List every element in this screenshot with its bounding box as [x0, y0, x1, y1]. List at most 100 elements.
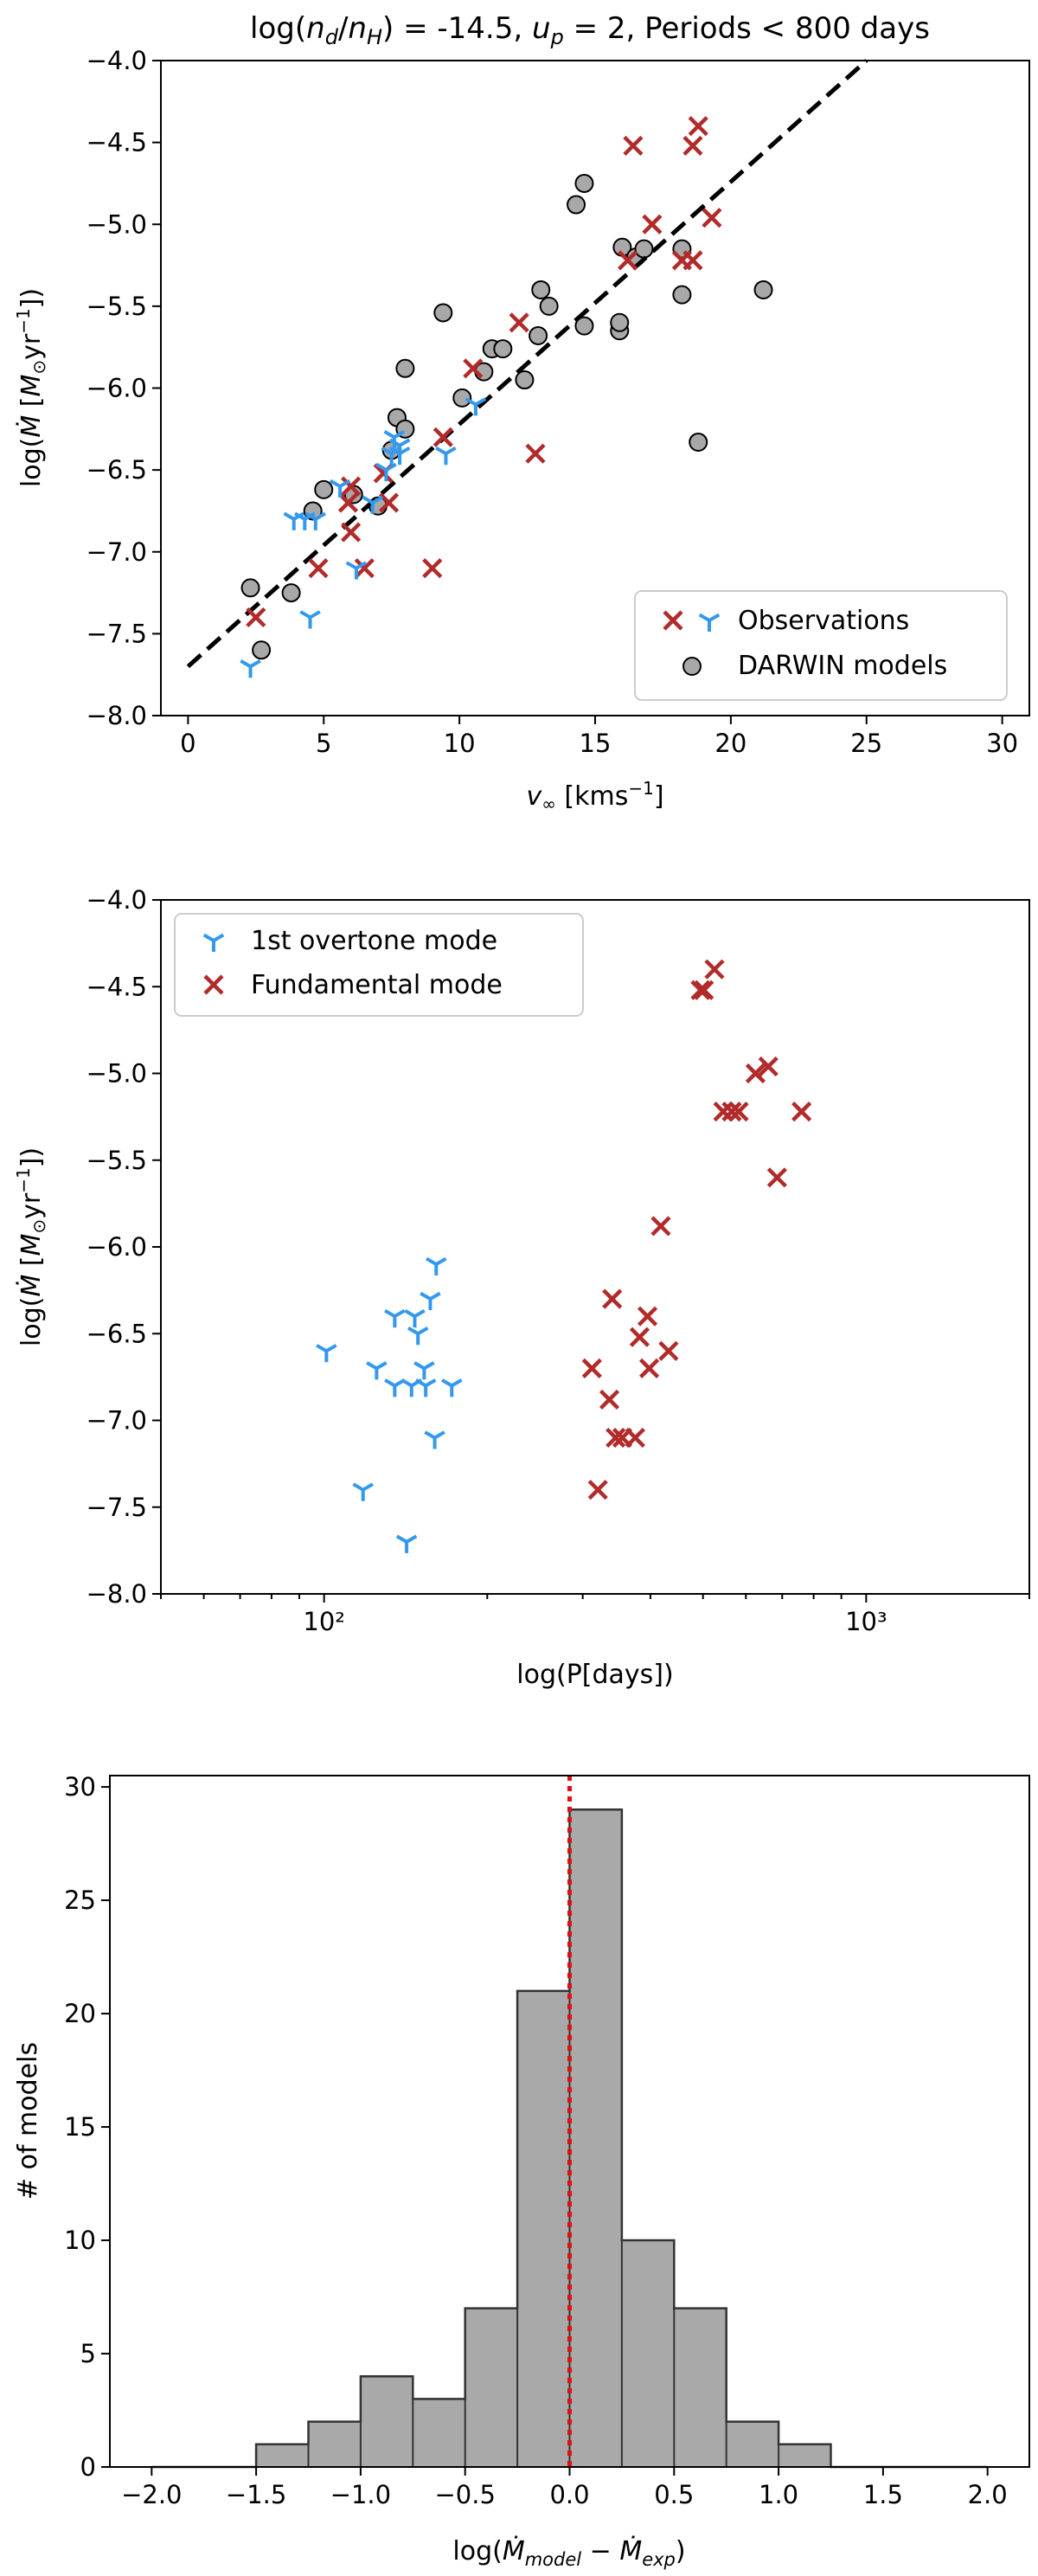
overtone-mode-point [414, 1378, 437, 1397]
overtone-mode-point [424, 1430, 445, 1449]
observation-fundamental-point [463, 358, 484, 379]
darwin-model-point [281, 583, 301, 603]
darwin-model-point [531, 279, 551, 299]
y-tick-label: −5.0 [86, 209, 147, 239]
observation-fundamental-point [682, 250, 703, 271]
panel-residual-histogram: −2.0 −1.5 −1.0 −0.5 0.0 0.5 1.0 1.5 2.0 0 5 10 15 20 2… [13, 1772, 1030, 2570]
axis-ticks: 0 5 10 15 20 25 30 −8.0 −7.5 −7.0 −6.5 −6.0 −5.5 −5.0… [86, 46, 1019, 758]
x-tick-label: 15 [580, 729, 612, 758]
histogram-bar [465, 2308, 518, 2467]
observation-fundamental-point [682, 135, 703, 157]
observation-fundamental-point [337, 492, 359, 513]
fundamental-mode-point [704, 959, 725, 980]
darwin-model-point [753, 279, 773, 299]
legend: 1st overtone mode Fundamental mode [174, 913, 584, 1017]
darwin-model-point [634, 239, 654, 259]
legend-circle-marker [682, 657, 702, 676]
y-tick-label: −7.5 [86, 1493, 147, 1522]
data-marks [316, 959, 812, 1553]
observation-fundamental-point [688, 116, 708, 137]
x-tick-label: 10² [303, 1607, 345, 1636]
fundamental-mode-point [581, 1358, 602, 1378]
x-axis-label: log(P[days]) [516, 1660, 673, 1690]
observation-overtone-point [299, 610, 321, 629]
fundamental-mode-point [690, 980, 711, 1000]
panel-mdot-vs-period: 10² 10³ −8.0 −7.5 −7.0 −6.5 −6.0 −5.5 −5.0 −4.5 −4… [13, 885, 1030, 1690]
fundamental-mode-point [587, 1480, 608, 1500]
darwin-model-point [672, 285, 692, 305]
y-axis-label: log(Ṁ [M⊙yr−1]) [13, 288, 49, 487]
overtone-mode-point [316, 1344, 337, 1363]
darwin-model-point [610, 312, 630, 332]
x-tick-label: 30 [986, 729, 1018, 758]
legend-x-marker [663, 610, 683, 631]
legend-tri-marker [698, 613, 721, 632]
fit-line [186, 59, 868, 669]
darwin-model-point [452, 388, 472, 408]
observation-fundamental-point [509, 312, 529, 333]
y-tick-label: −4.0 [86, 885, 147, 915]
y-tick-label: 15 [64, 2112, 96, 2142]
y-tick-label: −4.0 [86, 46, 147, 75]
observation-fundamental-point [308, 558, 329, 579]
panel-mdot-vs-vinf: log(nd/nH) = -14.5, up = 2, Periods < 80… [13, 11, 1030, 814]
fundamental-mode-point [721, 1102, 742, 1122]
axis-ticks: −2.0 −1.5 −1.0 −0.5 0.0 0.5 1.0 1.5 2.0 0 5 10 15 20 2… [64, 1772, 1008, 2509]
y-tick-label: −5.0 [86, 1059, 147, 1089]
y-tick-label: 20 [64, 1999, 96, 2028]
observation-overtone-point [375, 462, 397, 482]
x-tick-label: 1.5 [863, 2480, 903, 2509]
fundamental-mode-point [606, 1427, 626, 1449]
x-tick-label: 20 [714, 729, 746, 758]
x-tick-label: −1.0 [330, 2480, 391, 2509]
darwin-model-point [574, 316, 594, 336]
legend-symbol-observations [663, 610, 721, 632]
y-tick-label: 5 [80, 2339, 96, 2368]
y-tick-label: −8.0 [86, 701, 147, 730]
y-tick-label: −5.5 [86, 1146, 147, 1175]
fundamental-mode-point [637, 1306, 658, 1327]
fundamental-mode-point [713, 1102, 734, 1122]
observation-overtone-point [362, 495, 383, 514]
legend: Observations DARWIN models [634, 590, 1008, 701]
legend-tri-marker [202, 933, 225, 952]
darwin-model-point [240, 578, 260, 598]
darwin-model-point [515, 370, 535, 390]
chart-title: log(nd/nH) = -14.5, up = 2, Periods < 80… [250, 11, 930, 49]
legend-x-marker [203, 974, 224, 995]
y-tick-label: −7.0 [86, 1406, 147, 1436]
observation-fundamental-point [618, 250, 638, 271]
overtone-mode-point [426, 1256, 447, 1276]
observation-overtone-point [240, 658, 261, 678]
darwin-model-point [395, 358, 415, 378]
x-tick-label: −2.0 [121, 2480, 182, 2509]
darwin-model-point [433, 303, 453, 323]
darwin-model-point [689, 432, 708, 452]
darwin-model-point [539, 296, 559, 316]
y-axis-label: log(Ṁ [M⊙yr−1]) [13, 1147, 49, 1346]
x-tick-label: 0 [180, 729, 195, 758]
y-tick-label: −4.5 [86, 128, 147, 157]
overtone-mode-point [384, 1378, 406, 1397]
darwin-model-point [567, 195, 586, 215]
observation-overtone-point [329, 479, 351, 498]
x-tick-label: 0.5 [654, 2480, 694, 2509]
legend-box [634, 590, 1008, 701]
legend-symbol-1st-overtone [202, 933, 225, 952]
darwin-model-point [493, 339, 513, 359]
y-tick-label: −7.5 [86, 619, 147, 648]
fundamental-mode-point [599, 1389, 620, 1410]
x-tick-label: 10 [444, 729, 476, 758]
fundamental-mode-point [766, 1167, 787, 1188]
observation-fundamental-point [341, 476, 362, 497]
y-tick-label: 25 [64, 1885, 96, 1915]
y-tick-label: 30 [64, 1772, 96, 1802]
overtone-mode-point [384, 1308, 406, 1328]
fundamental-mode-point [791, 1102, 812, 1122]
y-tick-label: −6.0 [86, 1232, 147, 1262]
x-axis-label: log(Ṁmodel − Ṁexp) [452, 2535, 685, 2570]
fundamental-mode-point [658, 1340, 679, 1361]
observation-overtone-point [465, 397, 487, 416]
observation-fundamental-point [354, 558, 375, 579]
